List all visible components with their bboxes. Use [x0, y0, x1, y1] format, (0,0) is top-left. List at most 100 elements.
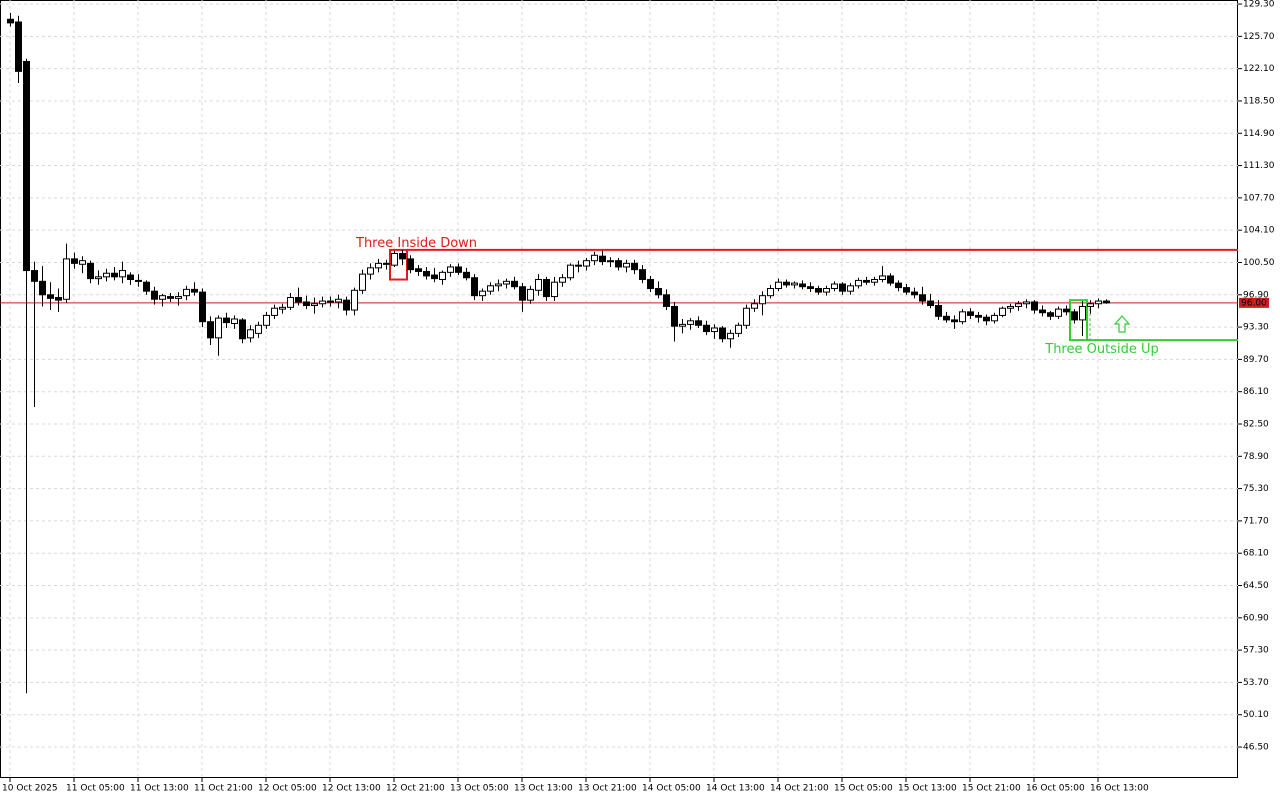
- x-tick-label: 16 Oct 05:00: [1026, 784, 1085, 794]
- signal-arrow: [1113, 315, 1131, 333]
- candle-body: [279, 306, 286, 310]
- candle-body: [231, 318, 238, 324]
- x-tick-label: 13 Oct 05:00: [450, 784, 509, 794]
- candle-body: [799, 283, 806, 288]
- candle-body: [1047, 312, 1054, 317]
- candle-body: [439, 271, 446, 281]
- candle-body: [583, 260, 590, 267]
- y-tick-label: 86.10: [1243, 387, 1269, 397]
- candle-body: [527, 288, 534, 301]
- y-tick-label: 68.10: [1243, 549, 1269, 559]
- candle-body: [847, 285, 854, 292]
- candle-body: [263, 314, 270, 326]
- x-tick-label: 13 Oct 21:00: [578, 784, 637, 794]
- candle-body: [383, 262, 390, 265]
- y-tick-label: 82.50: [1243, 419, 1269, 429]
- candle-body: [119, 270, 126, 278]
- candle-body: [727, 332, 734, 340]
- candle-body: [351, 289, 358, 311]
- candle-body: [407, 258, 414, 271]
- candle-body: [759, 295, 766, 305]
- candle-body: [271, 307, 278, 316]
- candle-body: [807, 286, 814, 289]
- candle-body: [359, 273, 366, 291]
- candle-body: [687, 320, 694, 325]
- candle-body: [239, 319, 246, 340]
- candle-body: [111, 272, 118, 278]
- candle-body: [895, 282, 902, 289]
- candle-body: [959, 311, 966, 323]
- candle-body: [463, 271, 470, 279]
- candle-body: [911, 291, 918, 296]
- candle-body: [247, 329, 254, 339]
- current-price-box: [1239, 297, 1269, 308]
- candle-body: [487, 285, 494, 292]
- candle-body: [311, 303, 318, 307]
- y-tick-label: 64.50: [1243, 581, 1269, 591]
- candle-body: [839, 283, 846, 292]
- candle-body: [1015, 303, 1022, 307]
- x-tick-label: 14 Oct 21:00: [770, 784, 829, 794]
- candle-body: [791, 282, 798, 286]
- candle-body: [23, 60, 30, 272]
- y-tick-label: 118.50: [1243, 96, 1275, 106]
- candle-body: [543, 279, 550, 298]
- candle-body: [1007, 305, 1014, 309]
- candle-body: [255, 324, 262, 334]
- x-tick-label: 15 Oct 05:00: [834, 784, 893, 794]
- y-tick-label: 71.70: [1243, 516, 1269, 526]
- candle-body: [199, 291, 206, 323]
- candle-body: [471, 277, 478, 297]
- candle-body: [479, 290, 486, 297]
- y-tick-label: 104.10: [1243, 226, 1275, 236]
- candle-body: [71, 258, 78, 264]
- candle-body: [519, 286, 526, 301]
- candle-body: [535, 279, 542, 291]
- candle-body: [287, 296, 294, 308]
- x-tick-label: 14 Oct 13:00: [706, 784, 765, 794]
- y-tick-label: 57.30: [1243, 646, 1269, 656]
- x-tick-label: 12 Oct 21:00: [386, 784, 445, 794]
- candle-body: [703, 324, 710, 333]
- candle-body: [1087, 303, 1094, 307]
- y-tick-label: 53.70: [1243, 678, 1269, 688]
- candle-body: [495, 283, 502, 287]
- candle-body: [391, 253, 398, 266]
- candle-body: [31, 270, 38, 282]
- candle-body: [695, 320, 702, 326]
- candle-body: [927, 300, 934, 307]
- x-tick-label: 14 Oct 05:00: [642, 784, 701, 794]
- candle-body: [207, 321, 214, 339]
- y-tick-label: 96.90: [1243, 290, 1269, 300]
- candle-body: [103, 272, 110, 278]
- y-tick-label: 50.10: [1243, 710, 1269, 720]
- candle-body: [943, 315, 950, 321]
- candle-body: [863, 279, 870, 283]
- candle-body: [415, 268, 422, 272]
- y-tick-label: 107.70: [1243, 193, 1275, 203]
- x-tick-label: 11 Oct 21:00: [194, 784, 253, 794]
- pattern-label: Three Outside Up: [1044, 342, 1158, 357]
- candle-body: [327, 300, 334, 303]
- candle-body: [663, 294, 670, 307]
- candle-body: [215, 317, 222, 339]
- candle-body: [47, 294, 54, 299]
- candle-body: [1095, 300, 1102, 305]
- candle-body: [1063, 308, 1070, 313]
- candle-body: [671, 305, 678, 327]
- y-tick-label: 122.10: [1243, 64, 1275, 74]
- plot-frame: [0, 0, 1238, 778]
- candle-body: [87, 262, 94, 280]
- candle-body: [551, 281, 558, 298]
- candle-body: [1031, 301, 1038, 311]
- y-tick-label: 60.90: [1243, 613, 1269, 623]
- candle-body: [511, 280, 518, 288]
- candle-body: [191, 288, 198, 293]
- candle-body: [431, 274, 438, 280]
- y-tick-label: 129.30: [1243, 0, 1275, 10]
- candle-body: [367, 267, 374, 275]
- candle-body: [919, 294, 926, 302]
- candle-body: [55, 296, 62, 301]
